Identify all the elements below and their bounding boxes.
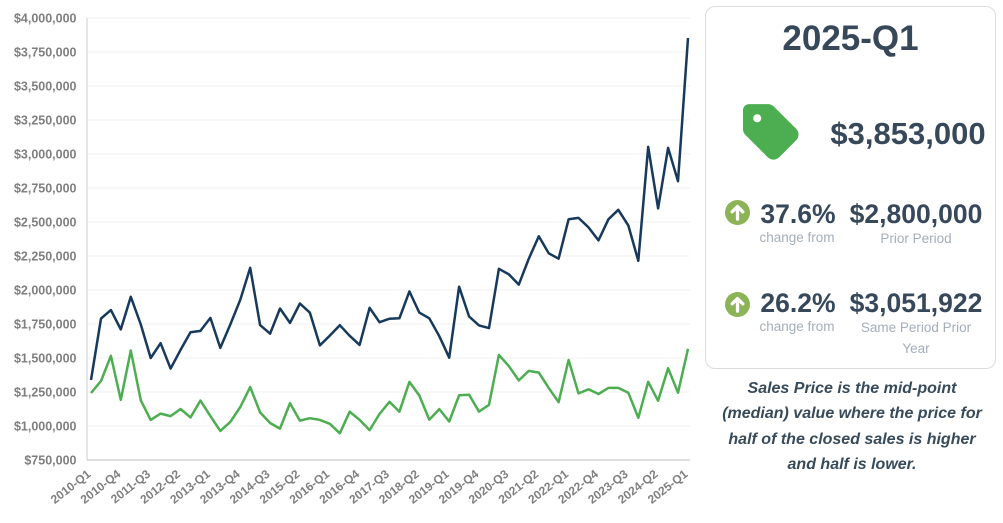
- svg-text:$2,250,000: $2,250,000: [14, 249, 77, 263]
- svg-text:$1,000,000: $1,000,000: [14, 419, 77, 433]
- svg-text:$3,500,000: $3,500,000: [14, 79, 77, 93]
- svg-text:$3,750,000: $3,750,000: [14, 45, 77, 59]
- svg-text:$1,500,000: $1,500,000: [14, 351, 77, 365]
- svg-text:$4,000,000: $4,000,000: [14, 11, 77, 25]
- svg-text:$750,000: $750,000: [24, 453, 76, 467]
- svg-text:$3,250,000: $3,250,000: [14, 113, 77, 127]
- svg-text:$2,500,000: $2,500,000: [14, 215, 77, 229]
- svg-text:$2,000,000: $2,000,000: [14, 283, 77, 297]
- svg-text:$1,250,000: $1,250,000: [14, 385, 77, 399]
- svg-text:$1,750,000: $1,750,000: [14, 317, 77, 331]
- svg-text:$2,750,000: $2,750,000: [14, 181, 77, 195]
- svg-text:$3,000,000: $3,000,000: [14, 147, 77, 161]
